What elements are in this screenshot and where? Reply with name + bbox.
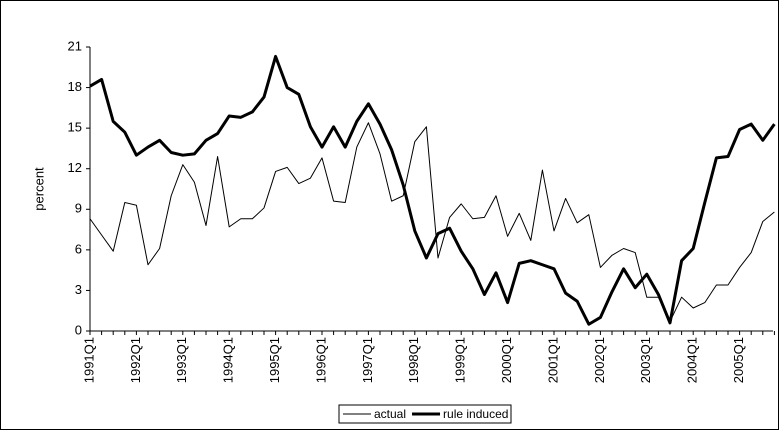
x-tick-label: 2001Q1 xyxy=(545,337,560,383)
y-axis-label: percent xyxy=(31,167,46,211)
x-tick-label: 1994Q1 xyxy=(221,337,236,383)
y-tick-label: 18 xyxy=(68,79,82,94)
x-tick-label: 1992Q1 xyxy=(128,337,143,383)
y-tick-label: 0 xyxy=(75,322,82,337)
x-tick-label: 1998Q1 xyxy=(406,337,421,383)
x-tick-label: 1996Q1 xyxy=(313,337,328,383)
x-tick-label: 1991Q1 xyxy=(81,337,96,383)
y-tick-label: 12 xyxy=(68,160,82,175)
x-tick-label: 2005Q1 xyxy=(731,337,746,383)
x-tick-label: 2000Q1 xyxy=(499,337,514,383)
y-tick-label: 6 xyxy=(75,241,82,256)
series-line xyxy=(89,54,776,326)
y-tick-label: 9 xyxy=(75,201,82,216)
legend-label: rule induced xyxy=(443,407,508,421)
x-tick-label: 1993Q1 xyxy=(174,337,189,383)
x-tick-label: 2003Q1 xyxy=(638,337,653,383)
y-tick-label: 3 xyxy=(75,282,82,297)
x-tick-label: 2004Q1 xyxy=(685,337,700,383)
y-tick-label: 21 xyxy=(68,38,82,53)
legend-label: actual xyxy=(374,407,406,421)
y-tick-label: 15 xyxy=(68,120,82,135)
x-tick-label: 1999Q1 xyxy=(453,337,468,383)
x-tick-label: 1995Q1 xyxy=(267,337,282,383)
x-tick-label: 1997Q1 xyxy=(360,337,375,383)
x-tick-label: 2002Q1 xyxy=(592,337,607,383)
